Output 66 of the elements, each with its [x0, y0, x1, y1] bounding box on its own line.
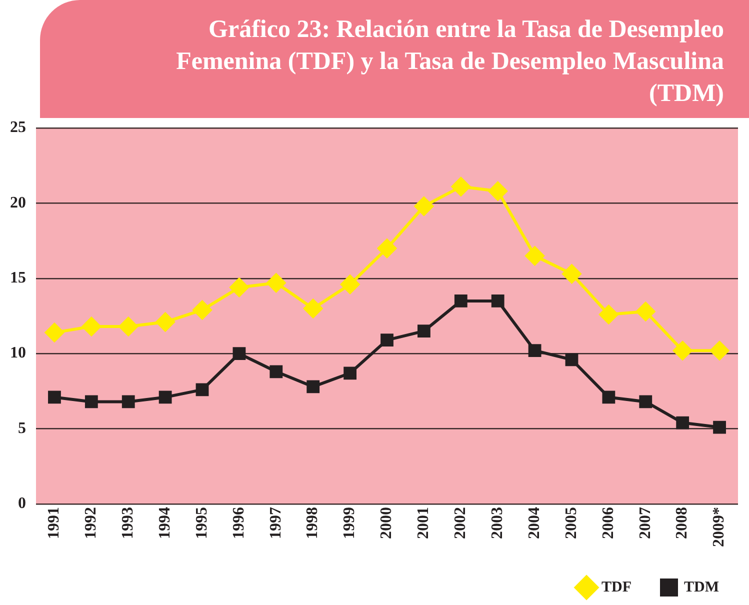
x-tick-label: 1995 [193, 507, 210, 539]
point [676, 416, 690, 430]
point [562, 264, 582, 284]
point [378, 238, 396, 258]
x-tick-label: 1992 [82, 507, 100, 539]
y-tick-label: 15 [10, 270, 26, 287]
point [196, 383, 209, 396]
point [306, 380, 320, 394]
point [639, 395, 652, 408]
point [491, 294, 504, 308]
point [118, 317, 138, 336]
x-tick-label: 2005 [562, 507, 580, 539]
point [599, 304, 618, 324]
y-tick-label: 25 [10, 119, 26, 136]
point [602, 390, 616, 404]
chart-title: Gráfico 23: Relación entre la Tasa de Desempleo Femenina (TDF) y la Tasa de Desempleo Masculina (TDM) [175, 15, 724, 109]
point [418, 324, 430, 338]
point [270, 365, 283, 378]
point [232, 347, 246, 360]
x-tick-label: 1991 [46, 507, 63, 539]
x-tick-label: 1996 [230, 507, 248, 539]
point [156, 312, 175, 332]
point [451, 177, 470, 196]
legend-label: TDF [602, 579, 632, 596]
y-tick-label: 10 [10, 344, 26, 362]
x-tick-label: 2007 [636, 507, 654, 539]
point [44, 323, 64, 342]
x-tick-label: 2008 [674, 507, 691, 539]
point [192, 300, 212, 320]
x-tick-label: 1998 [304, 507, 322, 539]
y-tick-label: 5 [18, 420, 26, 437]
x-tick-label: 1997 [267, 507, 284, 539]
point [713, 420, 726, 434]
x-tick-label: 2003 [488, 507, 506, 539]
point [84, 395, 98, 408]
x-tick-label: 2009* [710, 507, 728, 547]
point [304, 298, 323, 318]
point [525, 246, 544, 266]
point [158, 390, 172, 404]
x-tick-label: 2006 [600, 507, 617, 539]
point [122, 395, 135, 408]
point [565, 353, 578, 366]
point [673, 341, 692, 360]
x-tick-label: 1993 [120, 507, 137, 539]
legend-label: TDM [684, 579, 720, 596]
point [636, 302, 656, 321]
x-tick-label: 2001 [415, 507, 432, 539]
point [488, 182, 508, 201]
point [380, 334, 394, 347]
y-tick-label: 20 [10, 194, 26, 212]
point [344, 366, 357, 380]
x-tick-label: 2000 [378, 507, 396, 539]
point [528, 344, 542, 358]
point [266, 273, 286, 292]
point [454, 294, 468, 308]
point [340, 274, 360, 294]
x-tick-label: 1999 [341, 507, 358, 539]
x-tick-label: 2004 [526, 507, 543, 539]
x-tick-label: 1994 [156, 507, 174, 539]
y-tick-label: 0 [18, 495, 26, 512]
point [230, 278, 249, 297]
point [414, 196, 434, 216]
x-tick-label: 2002 [452, 507, 470, 539]
point [710, 341, 730, 360]
point [82, 317, 101, 336]
point [48, 390, 61, 404]
